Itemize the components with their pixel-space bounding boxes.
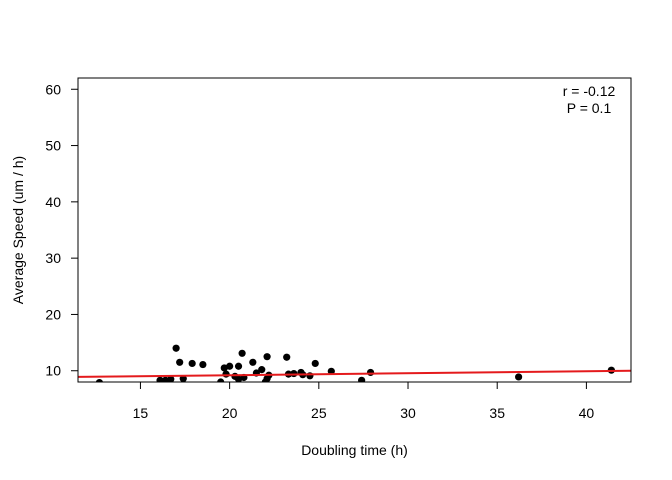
data-point xyxy=(515,373,523,381)
y-axis: 10 20 30 40 50 60 xyxy=(45,81,78,379)
data-point xyxy=(249,358,257,366)
x-tick-label: 15 xyxy=(133,405,149,421)
y-tick-label: 50 xyxy=(45,138,61,154)
data-point xyxy=(222,370,230,378)
data-point xyxy=(238,349,246,357)
data-point xyxy=(161,376,170,382)
y-tick-label: 30 xyxy=(45,250,61,266)
x-tick-label: 30 xyxy=(400,405,416,421)
correlation-annotation: r = -0.12 xyxy=(563,83,616,99)
data-point xyxy=(226,362,234,370)
data-point xyxy=(366,368,375,377)
plot-frame xyxy=(77,77,632,383)
p-value-annotation: P = 0.1 xyxy=(567,100,612,116)
data-point xyxy=(172,344,180,352)
y-tick-label: 60 xyxy=(45,81,61,97)
y-tick-label: 10 xyxy=(45,363,61,379)
data-point xyxy=(167,375,175,382)
x-tick-label: 35 xyxy=(489,405,505,421)
data-point xyxy=(311,359,319,368)
data-point xyxy=(283,353,291,361)
y-tick-label: 20 xyxy=(45,306,61,322)
data-point xyxy=(199,360,207,369)
data-point xyxy=(95,378,103,382)
data-point xyxy=(217,378,225,382)
data-point xyxy=(258,366,266,374)
regression-line xyxy=(78,369,631,378)
x-axis-title: Doubling time (h) xyxy=(301,442,408,458)
data-point xyxy=(263,353,271,361)
data-point xyxy=(358,376,366,382)
data-point xyxy=(234,362,243,370)
y-axis-title: Average Speed (um / h) xyxy=(10,156,26,304)
data-point xyxy=(306,372,314,380)
data-point xyxy=(176,358,184,366)
x-axis: 15 20 25 30 35 40 xyxy=(133,382,595,421)
y-tick-label: 40 xyxy=(45,194,61,210)
x-tick-label: 20 xyxy=(222,405,238,421)
x-tick-label: 40 xyxy=(579,405,595,421)
x-tick-label: 25 xyxy=(311,405,327,421)
data-point xyxy=(188,359,196,368)
